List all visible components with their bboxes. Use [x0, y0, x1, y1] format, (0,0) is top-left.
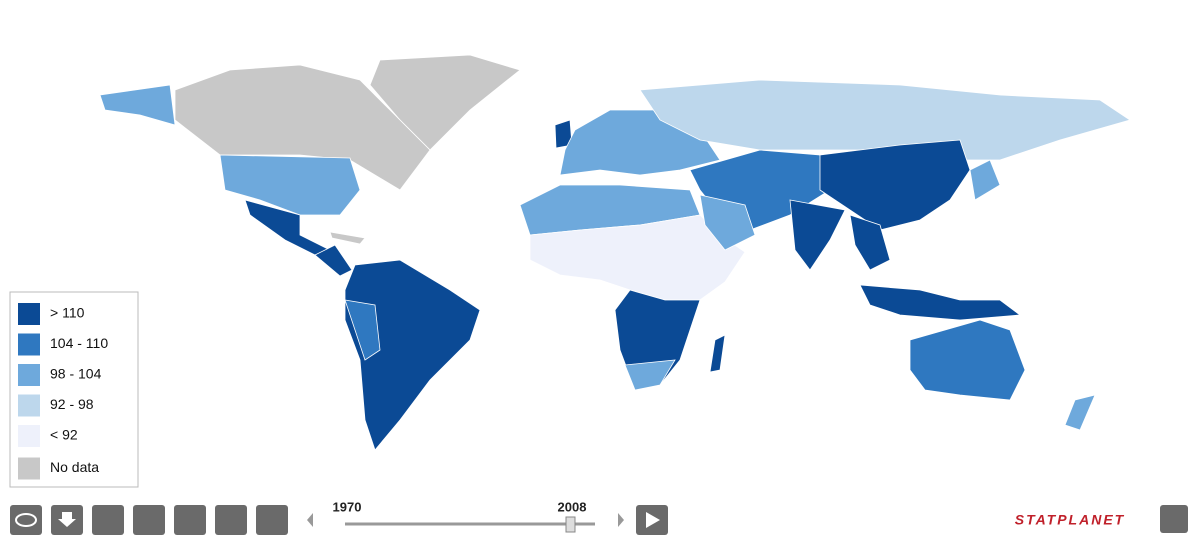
slider-handle[interactable] — [565, 516, 576, 533]
view-button[interactable] — [10, 505, 42, 535]
select-button[interactable] — [215, 505, 247, 535]
arabia — [699, 194, 756, 251]
legend-label: > 110 — [50, 305, 85, 321]
legend-swatch — [18, 303, 40, 325]
graph-button[interactable] — [92, 505, 124, 535]
greenland — [369, 54, 521, 151]
table-button[interactable] — [174, 505, 206, 535]
southeast-asia — [849, 214, 891, 271]
japan — [969, 159, 1001, 201]
brand: STATPLANET — [1015, 512, 1125, 528]
alaska — [99, 84, 176, 126]
south-africa — [624, 359, 676, 391]
usa — [219, 154, 361, 216]
step-back[interactable] — [307, 513, 313, 527]
indonesia — [859, 284, 1022, 321]
legend-swatch — [18, 457, 40, 480]
legend-swatch — [18, 394, 40, 417]
world-map — [99, 54, 1131, 451]
andes — [344, 299, 381, 361]
start-year: 1970 — [333, 499, 362, 514]
shrink-button[interactable] — [1160, 505, 1188, 533]
legend-label: 92 - 98 — [50, 396, 94, 412]
canada — [174, 64, 431, 191]
play-icon — [646, 512, 660, 528]
china — [819, 139, 971, 231]
settings-button[interactable] — [133, 505, 165, 535]
india — [789, 199, 846, 271]
legend: > 110 104 - 110 98 - 104 92 - 98 < 92 No data — [9, 291, 139, 488]
legend-label: 104 - 110 — [50, 335, 108, 351]
new-zealand — [1064, 394, 1096, 431]
toolbar: 1970 2008 STATPLANET — [10, 499, 1188, 535]
russia — [639, 79, 1131, 161]
end-year: 2008 — [558, 499, 587, 514]
legend-label: No data — [50, 459, 99, 475]
legend-label: 98 - 104 — [50, 366, 102, 382]
legend-swatch — [18, 333, 40, 356]
eye-icon — [15, 513, 37, 527]
legend-swatch — [18, 364, 40, 386]
fullscreen-button[interactable] — [256, 505, 288, 535]
step-forward[interactable] — [618, 513, 624, 527]
south-america — [344, 259, 481, 451]
legend-label: < 92 — [50, 427, 78, 443]
arrow-icon — [58, 512, 76, 527]
madagascar — [709, 334, 726, 373]
australia — [909, 319, 1026, 401]
west-central-africa — [529, 214, 746, 301]
caribbean — [329, 231, 366, 245]
central-america — [314, 244, 353, 277]
legend-swatch — [18, 425, 40, 447]
